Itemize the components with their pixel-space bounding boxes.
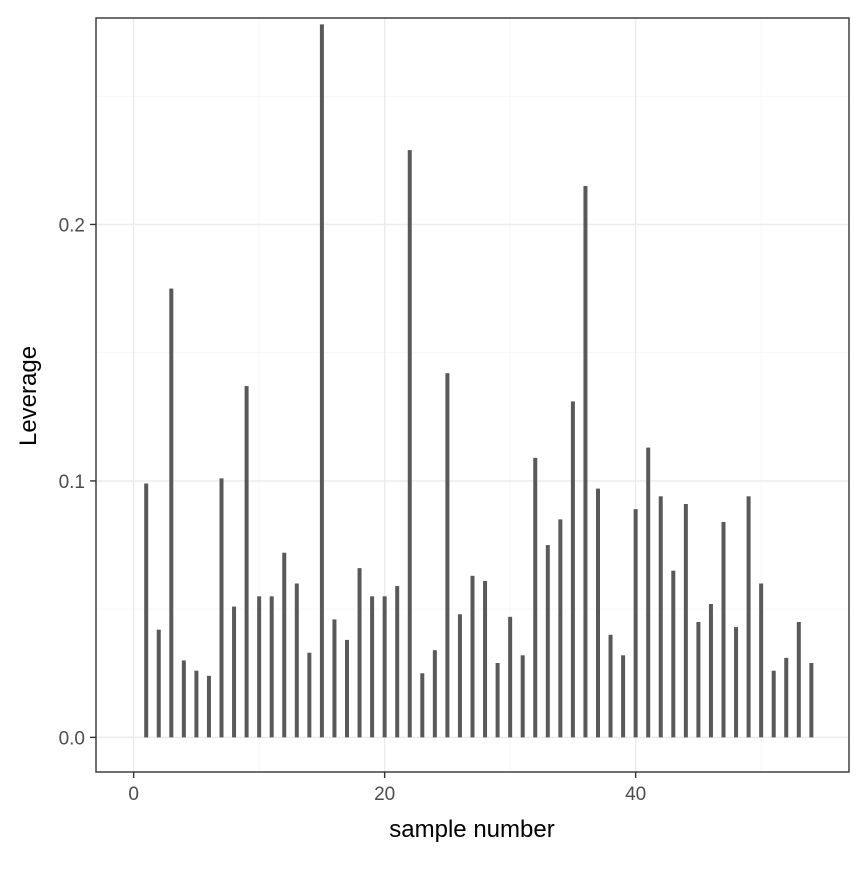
y-tick-label: 0.0 <box>59 728 85 749</box>
bar <box>432 650 437 738</box>
bar <box>257 596 262 738</box>
bar <box>721 521 726 738</box>
bar <box>621 655 626 738</box>
bar <box>608 634 613 738</box>
bar <box>332 619 337 738</box>
bar <box>708 604 713 738</box>
bar <box>219 478 224 738</box>
x-tick-label: 20 <box>374 784 395 805</box>
y-axis: 0.0 0.1 0.2 <box>59 215 96 749</box>
x-axis: 0 20 40 <box>128 772 646 805</box>
y-tick-label: 0.2 <box>59 215 85 236</box>
bar <box>282 552 287 738</box>
bar <box>232 606 237 738</box>
x-axis-label: sample number <box>389 816 554 843</box>
bar <box>771 670 776 738</box>
bar <box>570 401 575 738</box>
bar <box>445 373 450 738</box>
bar <box>144 483 149 738</box>
bar <box>345 639 349 738</box>
bar <box>545 545 550 738</box>
bar <box>734 627 739 738</box>
bar <box>269 596 274 738</box>
y-tick-label: 0.1 <box>59 472 85 493</box>
bar <box>671 570 676 738</box>
bar <box>420 673 425 738</box>
bar <box>696 621 701 738</box>
bar <box>457 614 462 738</box>
bar <box>483 580 488 738</box>
bar <box>194 670 199 738</box>
bar <box>395 586 400 738</box>
bar <box>558 519 563 738</box>
bar <box>470 575 475 738</box>
bar <box>382 596 387 738</box>
bar <box>370 596 375 738</box>
bar <box>759 583 764 738</box>
bar <box>746 496 751 738</box>
y-axis-label: Leverage <box>15 346 42 446</box>
bar-series <box>144 24 814 738</box>
bar <box>646 447 651 738</box>
panel-border <box>95 17 850 773</box>
bar <box>294 583 299 738</box>
bar <box>633 509 638 738</box>
bar <box>658 496 663 738</box>
bar <box>319 24 324 738</box>
x-tick-label: 0 <box>128 784 139 805</box>
bar <box>520 655 525 738</box>
bar <box>508 616 513 738</box>
bar <box>796 621 801 738</box>
bar <box>206 675 211 738</box>
bar <box>169 288 174 738</box>
bar <box>583 185 588 738</box>
bar <box>156 629 161 738</box>
bar <box>181 660 186 738</box>
bar <box>307 652 312 738</box>
bar <box>809 663 814 738</box>
bar <box>683 503 688 738</box>
bar <box>357 568 362 738</box>
bar <box>784 657 789 738</box>
bar <box>407 150 412 738</box>
bar <box>533 457 538 738</box>
bar <box>495 663 500 738</box>
x-tick-label: 40 <box>625 784 646 805</box>
bar <box>244 386 249 738</box>
bar <box>596 488 600 738</box>
